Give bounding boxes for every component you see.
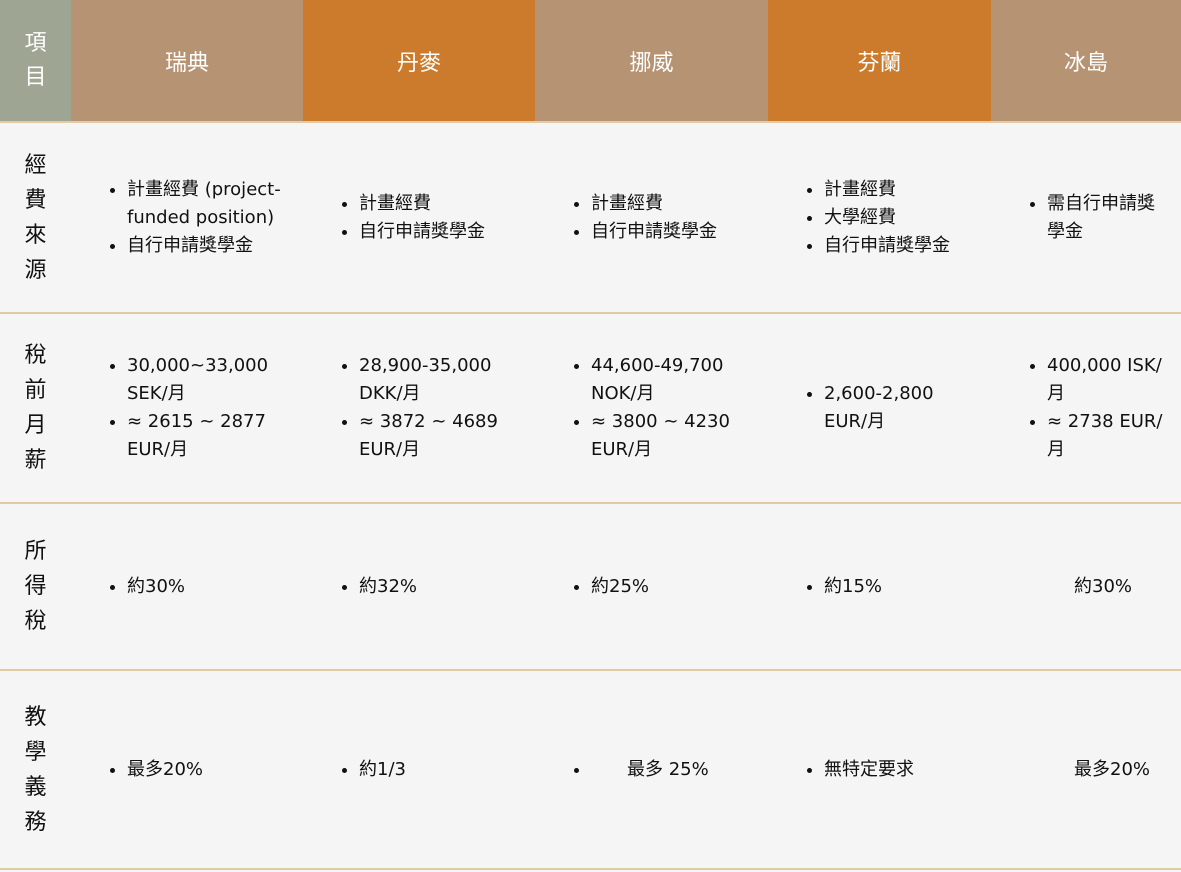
- bullet-list: 28,900-35,000 DKK/月≈ 3872 ~ 4689 EUR/月: [333, 352, 525, 464]
- list-item: 28,900-35,000 DKK/月: [359, 352, 525, 408]
- cell: 約25%: [535, 502, 768, 670]
- header-item-label: 項目: [24, 30, 47, 90]
- cell: 計畫經費自行申請獎學金: [535, 121, 768, 313]
- list-item: 計畫經費: [824, 176, 981, 204]
- row-teaching-duty: 教學義務 最多20% 約1/3 最多 25% 無特定要求 最多20%: [0, 669, 1181, 870]
- row-funding-source: 經費來源計畫經費 (project-funded position)自行申請獎學…: [0, 121, 1181, 313]
- list-item: 計畫經費: [359, 190, 525, 218]
- list-item: ≈ 2738 EUR/月: [1047, 408, 1171, 464]
- list-item: 約30%: [127, 573, 293, 601]
- bullet-list: 約30%: [101, 573, 293, 601]
- header-finland: 芬蘭: [768, 0, 991, 122]
- header-item: 項目: [0, 0, 71, 122]
- bullet-list: 需自行申請獎學金: [1021, 190, 1171, 246]
- list-item: 約32%: [359, 573, 525, 601]
- list-item: 需自行申請獎學金: [1047, 190, 1171, 246]
- header-denmark: 丹麥: [303, 0, 535, 122]
- bullet-list: 計畫經費自行申請獎學金: [333, 190, 525, 246]
- list-item: 約25%: [591, 573, 758, 601]
- bullet-list: 無特定要求: [798, 756, 981, 784]
- row-label: 教學義務: [0, 669, 71, 870]
- cell-text: 約30%: [1074, 575, 1133, 597]
- list-item: 30,000~33,000 SEK/月: [127, 352, 293, 408]
- list-item: ≈ 2615 ~ 2877 EUR/月: [127, 408, 293, 464]
- list-item: 自行申請獎學金: [591, 218, 758, 246]
- cell: 44,600-49,700 NOK/月≈ 3800 ~ 4230 EUR/月: [535, 312, 768, 503]
- bullet-list: 計畫經費 (project-funded position)自行申請獎學金: [101, 176, 293, 260]
- bullet-list: 約32%: [333, 573, 525, 601]
- cell: 400,000 ISK/月≈ 2738 EUR/月: [991, 312, 1181, 503]
- bullet-list: 最多20%: [101, 756, 293, 784]
- header-norway: 挪威: [535, 0, 768, 122]
- bullet-list: 30,000~33,000 SEK/月≈ 2615 ~ 2877 EUR/月: [101, 352, 293, 464]
- row-label: 所得稅: [0, 502, 71, 670]
- list-item: 自行申請獎學金: [359, 218, 525, 246]
- row-income-tax: 所得稅 約30% 約32% 約25% 約15% 約30%: [0, 502, 1181, 670]
- cell: 計畫經費 (project-funded position)自行申請獎學金: [71, 121, 303, 313]
- list-item: 大學經費: [824, 204, 981, 232]
- list-item: 最多20%: [127, 756, 293, 784]
- list-item: 自行申請獎學金: [127, 232, 293, 260]
- bullet-list: 計畫經費自行申請獎學金: [565, 190, 758, 246]
- cell: 約30%: [71, 502, 303, 670]
- bullet-list: 44,600-49,700 NOK/月≈ 3800 ~ 4230 EUR/月: [565, 352, 758, 464]
- bullet-list: 約15%: [798, 573, 981, 601]
- bullet-list: 2,600-2,800 EUR/月: [798, 380, 981, 436]
- list-item: ≈ 3872 ~ 4689 EUR/月: [359, 408, 525, 464]
- row-label: 經費來源: [0, 121, 71, 313]
- list-item: 400,000 ISK/月: [1047, 352, 1171, 408]
- list-item: 約15%: [824, 573, 981, 601]
- list-item: 約1/3: [359, 756, 525, 784]
- row-label-text: 經費來源: [24, 152, 47, 283]
- cell: 最多20%: [71, 669, 303, 870]
- cell: 30,000~33,000 SEK/月≈ 2615 ~ 2877 EUR/月: [71, 312, 303, 503]
- cell: 無特定要求: [768, 669, 991, 870]
- cell: 約1/3: [303, 669, 535, 870]
- row-label-text: 所得稅: [24, 539, 47, 634]
- list-item: 無特定要求: [824, 756, 981, 784]
- list-item: 計畫經費: [591, 190, 758, 218]
- cell: 約15%: [768, 502, 991, 670]
- bullet-list: 約1/3: [333, 756, 525, 784]
- list-item: ≈ 3800 ~ 4230 EUR/月: [591, 408, 758, 464]
- cell-text: 最多20%: [1074, 758, 1151, 780]
- row-pre-tax-salary: 稅前月薪 30,000~33,000 SEK/月≈ 2615 ~ 2877 EUR…: [0, 312, 1181, 503]
- header-row: 項目 瑞典 丹麥 挪威 芬蘭 冰島: [0, 0, 1181, 122]
- bullet-list: 約25%: [565, 573, 758, 601]
- cell: 約32%: [303, 502, 535, 670]
- cell: 計畫經費自行申請獎學金: [303, 121, 535, 313]
- bullet-list: 計畫經費大學經費自行申請獎學金: [798, 176, 981, 260]
- bullet-list: 400,000 ISK/月≈ 2738 EUR/月: [1021, 352, 1171, 464]
- cell: 28,900-35,000 DKK/月≈ 3872 ~ 4689 EUR/月: [303, 312, 535, 503]
- list-item: 自行申請獎學金: [824, 232, 981, 260]
- bullet-list: 最多 25%: [565, 756, 758, 784]
- cell: 約30%: [991, 502, 1181, 670]
- cell: 2,600-2,800 EUR/月: [768, 312, 991, 503]
- list-item: 44,600-49,700 NOK/月: [591, 352, 758, 408]
- list-item: 2,600-2,800 EUR/月: [824, 380, 981, 436]
- cell: 最多 25%: [535, 669, 768, 870]
- cell: 需自行申請獎學金: [991, 121, 1181, 313]
- header-sweden: 瑞典: [71, 0, 303, 122]
- cell: 計畫經費大學經費自行申請獎學金: [768, 121, 991, 313]
- row-label-text: 教學義務: [24, 704, 47, 835]
- cell: 最多20%: [991, 669, 1181, 870]
- header-iceland: 冰島: [991, 0, 1181, 122]
- list-item: 最多 25%: [591, 756, 758, 784]
- row-label-text: 稅前月薪: [24, 343, 47, 473]
- list-item: 計畫經費 (project-funded position): [127, 176, 293, 232]
- row-label: 稅前月薪: [0, 312, 71, 503]
